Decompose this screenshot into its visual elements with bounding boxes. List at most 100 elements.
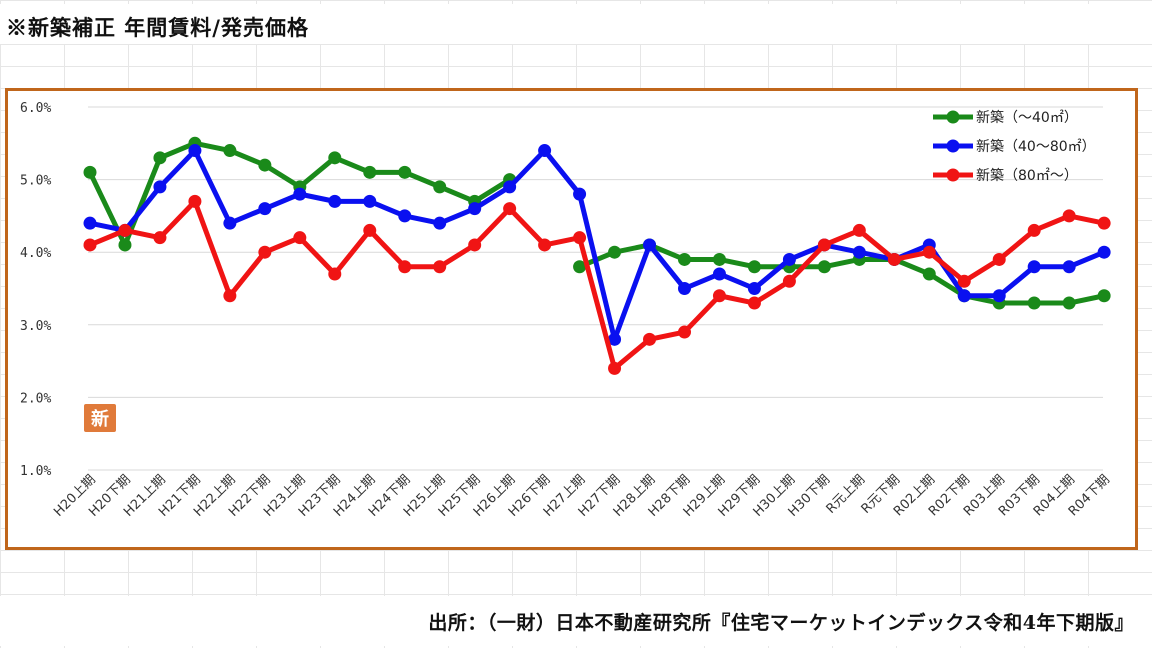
data-point[interactable]: [433, 180, 447, 194]
data-point[interactable]: [573, 187, 587, 201]
data-point[interactable]: [83, 238, 97, 252]
data-point[interactable]: [398, 165, 412, 179]
data-point[interactable]: [608, 332, 622, 346]
legend-marker: [946, 168, 960, 182]
data-point[interactable]: [118, 238, 132, 252]
data-point[interactable]: [188, 194, 202, 208]
data-point[interactable]: [468, 238, 482, 252]
data-point[interactable]: [677, 325, 691, 339]
source-citation: 出所：（一財）日本不動産研究所『住宅マーケットインデックス令和4年下期版』: [428, 612, 1134, 634]
data-point[interactable]: [293, 231, 307, 245]
data-point[interactable]: [83, 165, 97, 179]
data-point[interactable]: [1062, 209, 1076, 223]
data-point[interactable]: [608, 245, 622, 259]
data-point[interactable]: [643, 332, 657, 346]
data-point[interactable]: [852, 223, 866, 237]
legend-marker: [946, 110, 960, 124]
legend-marker: [946, 139, 960, 153]
data-point[interactable]: [258, 245, 272, 259]
legend-label: 新築（～40㎡）: [976, 110, 1078, 126]
data-point[interactable]: [747, 260, 761, 274]
legend-entry: 新築（～40㎡）: [933, 110, 1078, 126]
data-point[interactable]: [433, 260, 447, 274]
data-point[interactable]: [817, 260, 831, 274]
legend-label: 新築（80㎡～）: [976, 168, 1078, 184]
data-point[interactable]: [293, 187, 307, 201]
data-point[interactable]: [1027, 296, 1041, 310]
data-point[interactable]: [363, 223, 377, 237]
data-point[interactable]: [1027, 260, 1041, 274]
data-point[interactable]: [887, 252, 901, 266]
legend-entry: 新築（40～80㎡）: [933, 139, 1096, 155]
data-point[interactable]: [573, 231, 587, 245]
data-point[interactable]: [153, 180, 167, 194]
data-point[interactable]: [712, 252, 726, 266]
data-point[interactable]: [433, 216, 447, 230]
data-point[interactable]: [223, 216, 237, 230]
data-point[interactable]: [188, 144, 202, 158]
data-point[interactable]: [328, 194, 342, 208]
data-point[interactable]: [1062, 296, 1076, 310]
data-point[interactable]: [468, 202, 482, 216]
data-point[interactable]: [118, 223, 132, 237]
data-point[interactable]: [503, 180, 517, 194]
chart-frame[interactable]: 1.0% 2.0% 3.0% 4.0% 5.0% 6.0% H20上期 H20下期 H21上期…: [5, 88, 1138, 550]
shin-badge-icon: 新: [84, 404, 116, 432]
data-point[interactable]: [677, 282, 691, 295]
data-point[interactable]: [1062, 260, 1076, 274]
data-point[interactable]: [922, 245, 936, 259]
page-title: ※新築補正 年間賃料/発売価格: [6, 15, 309, 40]
line-chart: 1.0% 2.0% 3.0% 4.0% 5.0% 6.0% H20上期H20下期H21上期…: [20, 101, 1113, 520]
data-point[interactable]: [503, 202, 517, 216]
series-line: [89, 198, 1105, 371]
data-point[interactable]: [608, 361, 622, 375]
source-bar: [0, 596, 1152, 646]
y-tick-label: 4.0%: [20, 246, 51, 261]
data-point[interactable]: [328, 267, 342, 281]
data-point[interactable]: [712, 289, 726, 303]
data-point[interactable]: [992, 252, 1006, 266]
data-point[interactable]: [992, 289, 1006, 303]
data-point[interactable]: [363, 165, 377, 179]
data-point[interactable]: [1097, 245, 1111, 259]
data-point[interactable]: [363, 194, 377, 208]
data-point[interactable]: [852, 245, 866, 259]
data-point[interactable]: [782, 274, 796, 288]
y-tick-label: 2.0%: [20, 391, 51, 406]
x-axis-tick-labels: H20上期H20下期H21上期H21下期H22上期H22下期H23上期H23下期…: [51, 472, 1113, 520]
data-point[interactable]: [153, 231, 167, 245]
data-point[interactable]: [957, 274, 971, 288]
y-tick-label: 5.0%: [20, 174, 51, 189]
data-point[interactable]: [922, 267, 936, 281]
data-point[interactable]: [747, 282, 761, 295]
data-point[interactable]: [1097, 289, 1111, 303]
data-point[interactable]: [328, 151, 342, 165]
series-lines: [83, 136, 1111, 375]
legend: 新築（～40㎡） 新築（40～80㎡） 新築（80㎡～）: [933, 110, 1096, 184]
legend-label: 新築（40～80㎡）: [976, 139, 1096, 155]
y-tick-label: 6.0%: [20, 101, 51, 116]
data-point[interactable]: [83, 216, 97, 230]
data-point[interactable]: [1027, 223, 1041, 237]
data-point[interactable]: [677, 252, 691, 266]
data-point[interactable]: [538, 238, 552, 252]
data-point[interactable]: [258, 202, 272, 216]
data-point[interactable]: [153, 151, 167, 165]
data-point[interactable]: [817, 238, 831, 252]
data-point[interactable]: [747, 296, 761, 310]
y-tick-label: 3.0%: [20, 319, 51, 334]
title-bar: [0, 4, 1152, 44]
data-point[interactable]: [1097, 216, 1111, 230]
data-point[interactable]: [643, 238, 657, 252]
data-point[interactable]: [398, 209, 412, 223]
data-point[interactable]: [957, 289, 971, 303]
data-point[interactable]: [712, 267, 726, 281]
data-point[interactable]: [223, 144, 237, 158]
data-point[interactable]: [398, 260, 412, 274]
data-point[interactable]: [573, 260, 587, 274]
data-point[interactable]: [782, 252, 796, 266]
data-point[interactable]: [223, 289, 237, 303]
data-point[interactable]: [538, 144, 552, 158]
y-tick-label: 1.0%: [20, 464, 51, 479]
data-point[interactable]: [258, 158, 272, 172]
